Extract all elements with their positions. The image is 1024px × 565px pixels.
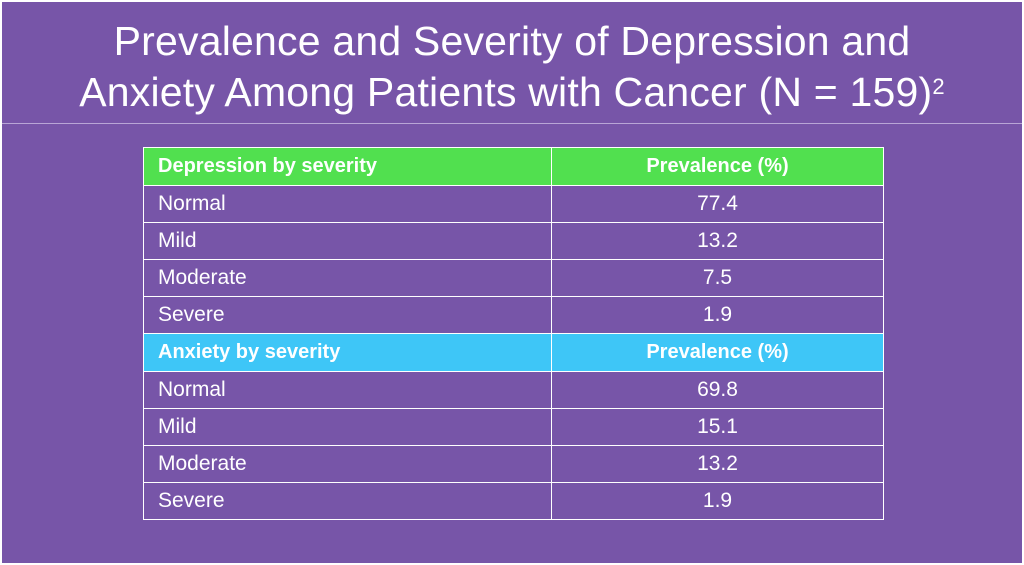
depression-header-label: Depression by severity [143, 147, 552, 186]
row-value: 13.2 [551, 445, 884, 483]
slide-title: Prevalence and Severity of Depression an… [2, 16, 1022, 118]
row-value: 77.4 [551, 185, 884, 223]
table-row: Mild 13.2 [143, 222, 884, 260]
table-row: Normal 77.4 [143, 185, 884, 223]
prevalence-table: Depression by severity Prevalence (%) No… [143, 147, 884, 520]
row-label: Mild [143, 222, 552, 260]
table-row: Mild 15.1 [143, 408, 884, 446]
row-label: Normal [143, 371, 552, 409]
row-value: 69.8 [551, 371, 884, 409]
anxiety-header-label: Anxiety by severity [143, 333, 552, 372]
depression-header-row: Depression by severity Prevalence (%) [143, 147, 884, 186]
row-value: 15.1 [551, 408, 884, 446]
depression-header-value: Prevalence (%) [551, 147, 884, 186]
table-row: Normal 69.8 [143, 371, 884, 409]
row-value: 7.5 [551, 259, 884, 297]
row-label: Moderate [143, 259, 552, 297]
title-line-2: Anxiety Among Patients with Cancer (N = … [79, 69, 933, 115]
row-label: Severe [143, 482, 552, 520]
title-divider [2, 123, 1022, 124]
table-row: Moderate 7.5 [143, 259, 884, 297]
table-row: Severe 1.9 [143, 482, 884, 520]
row-value: 1.9 [551, 296, 884, 334]
table-row: Moderate 13.2 [143, 445, 884, 483]
title-footnote-ref: 2 [932, 74, 945, 99]
anxiety-header-value: Prevalence (%) [551, 333, 884, 372]
row-label: Moderate [143, 445, 552, 483]
title-line-1: Prevalence and Severity of Depression an… [113, 18, 911, 64]
row-value: 13.2 [551, 222, 884, 260]
row-value: 1.9 [551, 482, 884, 520]
anxiety-header-row: Anxiety by severity Prevalence (%) [143, 333, 884, 372]
table-row: Severe 1.9 [143, 296, 884, 334]
row-label: Normal [143, 185, 552, 223]
row-label: Severe [143, 296, 552, 334]
row-label: Mild [143, 408, 552, 446]
